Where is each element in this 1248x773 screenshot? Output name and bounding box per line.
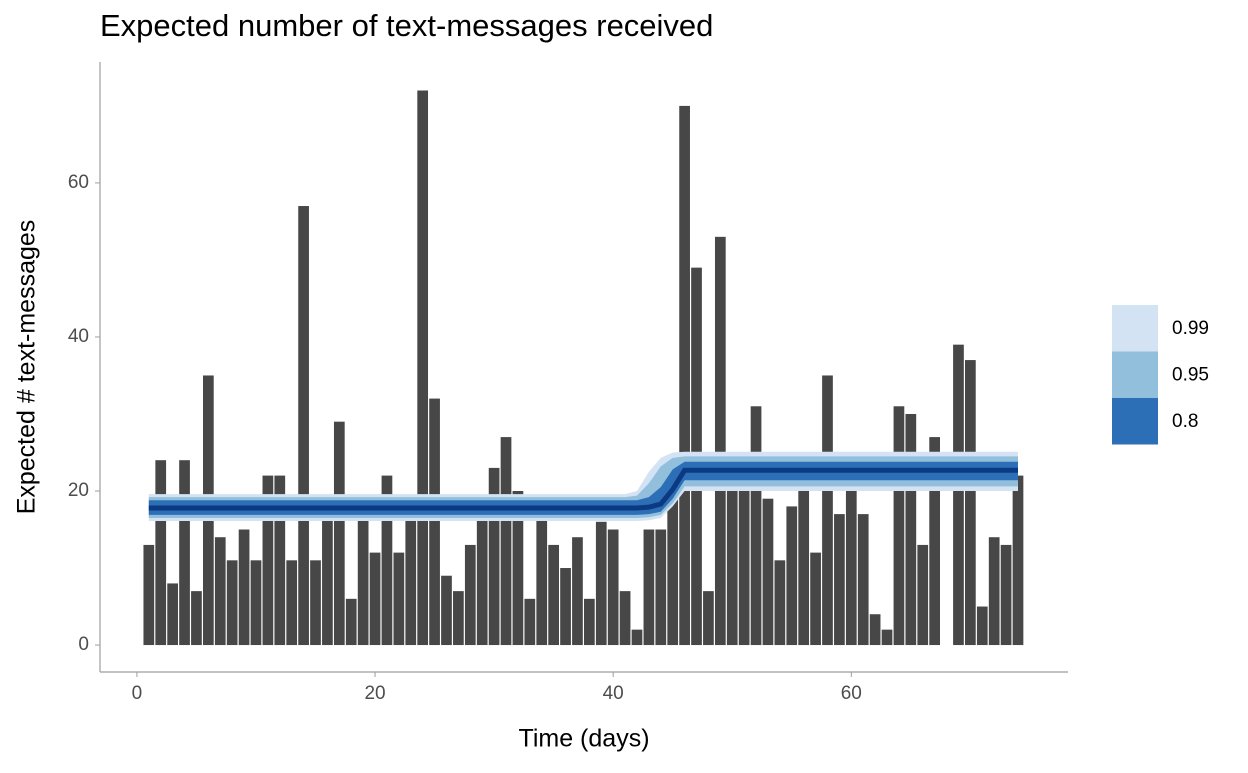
- bar: [369, 552, 381, 646]
- bar: [917, 544, 929, 646]
- bar: [226, 560, 238, 646]
- bar: [488, 467, 500, 646]
- bar: [572, 537, 583, 646]
- bar: [453, 591, 464, 646]
- legend-key: [1112, 305, 1158, 352]
- bar: [179, 460, 190, 646]
- bar: [679, 105, 690, 646]
- bar: [405, 506, 417, 646]
- legend-key: [1112, 351, 1158, 398]
- bar: [798, 491, 810, 646]
- bar: [786, 506, 798, 646]
- bar: [1012, 475, 1024, 646]
- bar: [643, 529, 655, 646]
- bar: [762, 498, 774, 646]
- bar: [143, 544, 155, 646]
- bar: [393, 552, 405, 646]
- x-tick-label: 0: [132, 683, 143, 704]
- bar: [464, 544, 476, 646]
- bar: [893, 406, 905, 646]
- bar: [298, 206, 309, 646]
- x-tick-label: 60: [841, 683, 862, 704]
- bar: [881, 629, 893, 646]
- bar: [869, 614, 881, 646]
- legend-label: 0.8: [1172, 411, 1198, 432]
- bar: [214, 537, 226, 646]
- x-tick-label: 40: [603, 683, 624, 704]
- bar: [584, 598, 595, 646]
- bar: [417, 90, 429, 646]
- bar: [822, 375, 833, 646]
- bar: [738, 483, 750, 646]
- bar: [857, 514, 869, 646]
- bar: [619, 591, 631, 646]
- bar: [726, 475, 738, 646]
- chart-title: Expected number of text-messages receive…: [100, 8, 713, 43]
- bar: [929, 437, 941, 646]
- bar: [262, 475, 274, 646]
- bar: [191, 591, 202, 646]
- bar: [167, 583, 178, 646]
- bar: [631, 629, 643, 646]
- bar: [333, 421, 345, 646]
- y-tick-label: 20: [68, 480, 89, 501]
- bar: [953, 344, 964, 646]
- bar: [429, 398, 440, 646]
- bar: [155, 460, 167, 646]
- legend-label: 0.99: [1172, 318, 1209, 339]
- ribbon: [148, 461, 1018, 515]
- bar: [845, 467, 857, 646]
- bar: [560, 568, 571, 646]
- bar: [500, 437, 512, 646]
- bar: [250, 560, 262, 646]
- y-tick-label: 60: [68, 172, 89, 193]
- bar: [607, 529, 619, 646]
- bar: [286, 560, 298, 646]
- bar: [476, 498, 488, 646]
- y-axis-label: Expected # text-messages: [13, 220, 41, 515]
- bar: [512, 491, 524, 646]
- bar: [988, 537, 1000, 646]
- bar: [810, 552, 821, 646]
- bar: [536, 514, 548, 646]
- bar: [976, 606, 988, 646]
- bar: [834, 514, 845, 646]
- bar: [357, 498, 369, 646]
- bar: [548, 544, 559, 646]
- bar: [595, 521, 607, 646]
- y-tick-label: 40: [68, 326, 89, 347]
- legend-label: 0.95: [1172, 365, 1209, 386]
- bar: [774, 560, 786, 646]
- bar: [524, 598, 536, 646]
- bar: [322, 498, 333, 646]
- median-line: [148, 467, 1018, 511]
- bar: [965, 360, 976, 646]
- bar: [310, 560, 321, 646]
- bar: [667, 498, 679, 646]
- bar: [238, 529, 250, 646]
- x-tick-label: 20: [364, 683, 385, 704]
- bar: [750, 406, 762, 646]
- bar: [274, 475, 286, 646]
- x-axis-label: Time (days): [518, 725, 649, 753]
- bar: [345, 598, 357, 646]
- legend-key: [1112, 398, 1158, 445]
- bar: [905, 413, 917, 646]
- bar: [381, 475, 393, 646]
- bar: [714, 236, 726, 646]
- y-tick-label: 0: [78, 634, 89, 655]
- bar: [1000, 544, 1012, 646]
- bar: [655, 529, 667, 646]
- bar: [703, 591, 714, 646]
- bar: [441, 575, 452, 646]
